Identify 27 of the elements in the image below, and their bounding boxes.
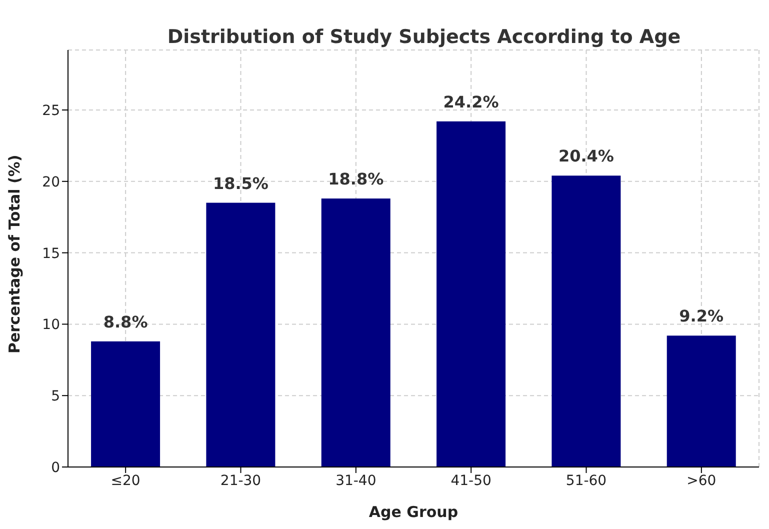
bar — [206, 202, 276, 467]
x-axis-title: Age Group — [368, 503, 458, 521]
chart-title: Distribution of Study Subjects According to Age — [167, 26, 681, 48]
bar — [321, 198, 390, 467]
bar — [91, 341, 160, 467]
x-tick-label: 21-30 — [220, 472, 262, 489]
bar — [436, 121, 506, 467]
y-tick-label: 10 — [42, 317, 60, 334]
x-tick-label: 51-60 — [566, 472, 607, 489]
data-label: 8.8% — [103, 312, 148, 332]
y-tick-label: 25 — [42, 102, 60, 119]
bar — [666, 336, 736, 467]
y-tick-label: 15 — [42, 246, 60, 262]
x-tick-label: >60 — [686, 472, 716, 489]
data-label: 9.2% — [679, 306, 724, 326]
y-axis-title: Percentage of Total (%) — [5, 154, 24, 354]
x-tick-label: 41-50 — [450, 472, 492, 489]
bar — [552, 176, 621, 467]
y-tick-label: 20 — [42, 174, 60, 190]
y-tick-label: 0 — [51, 460, 60, 476]
data-label: 18.8% — [328, 170, 384, 189]
data-label: 24.2% — [443, 92, 499, 112]
y-tick-label: 5 — [51, 388, 60, 405]
data-label: 18.5% — [212, 174, 268, 193]
x-tick-label: 31-40 — [336, 472, 376, 489]
data-label: 20.4% — [558, 146, 614, 166]
x-tick-label: ≤20 — [110, 472, 140, 489]
